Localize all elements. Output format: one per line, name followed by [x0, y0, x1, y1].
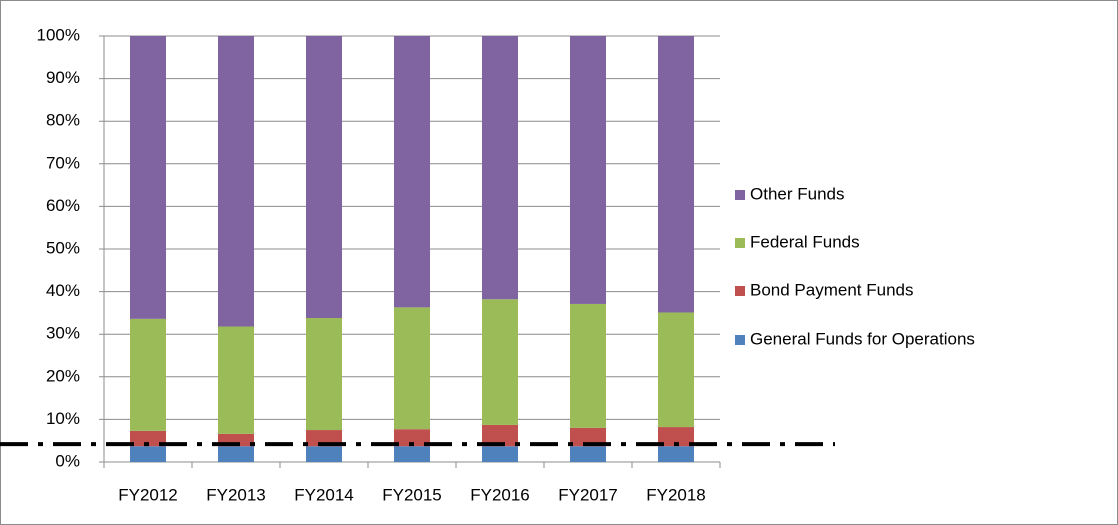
- bar-segment: [130, 36, 166, 319]
- legend-swatch: [735, 335, 745, 345]
- y-tick-label: 90%: [46, 68, 80, 87]
- bar-segment: [394, 446, 430, 462]
- legend-label: Bond Payment Funds: [750, 280, 913, 299]
- y-tick-label: 20%: [46, 366, 80, 385]
- x-tick-label: FY2013: [206, 485, 266, 504]
- legend-label: Other Funds: [750, 184, 845, 203]
- bar-segment: [394, 307, 430, 430]
- legend-swatch: [735, 238, 745, 248]
- x-tick-label: FY2018: [646, 485, 706, 504]
- y-tick-label: 40%: [46, 281, 80, 300]
- bar-segment: [218, 36, 254, 327]
- bar-segment: [482, 446, 518, 462]
- bar-segment: [658, 312, 694, 428]
- x-tick-label: FY2016: [470, 485, 530, 504]
- y-tick-label: 70%: [46, 153, 80, 172]
- bar-segment: [130, 430, 166, 447]
- bar-segment: [130, 318, 166, 431]
- y-tick-label: 30%: [46, 324, 80, 343]
- bar-segment: [482, 36, 518, 300]
- bar-segment: [306, 446, 342, 462]
- legend-label: Federal Funds: [750, 232, 860, 251]
- legend-swatch: [735, 286, 745, 296]
- bar-segment: [658, 446, 694, 462]
- bar-segment: [482, 299, 518, 425]
- bar-segment: [218, 326, 254, 434]
- bar-segment: [306, 318, 342, 431]
- x-tick-label: FY2014: [294, 485, 354, 504]
- bar-segment: [658, 427, 694, 447]
- y-tick-label: 10%: [46, 409, 80, 428]
- y-tick-label: 60%: [46, 196, 80, 215]
- bar-segment: [394, 36, 430, 308]
- bar-segment: [306, 36, 342, 319]
- y-tick-label: 80%: [46, 111, 80, 130]
- x-tick-label: FY2017: [558, 485, 618, 504]
- legend-label: General Funds for Operations: [750, 329, 975, 348]
- bar-segment: [482, 424, 518, 447]
- y-tick-label: 50%: [46, 238, 80, 257]
- y-tick-label: 0%: [55, 451, 80, 470]
- bar-segment: [570, 303, 606, 428]
- y-tick-label: 100%: [37, 25, 80, 44]
- bar-segment: [570, 446, 606, 462]
- bar-segment: [218, 446, 254, 462]
- legend-swatch: [735, 190, 745, 200]
- bar-segment: [130, 446, 166, 462]
- bar-segment: [570, 427, 606, 447]
- bar-segment: [658, 36, 694, 313]
- x-tick-label: FY2015: [382, 485, 442, 504]
- x-tick-label: FY2012: [118, 485, 178, 504]
- bar-segment: [394, 429, 430, 447]
- bar-segment: [570, 36, 606, 304]
